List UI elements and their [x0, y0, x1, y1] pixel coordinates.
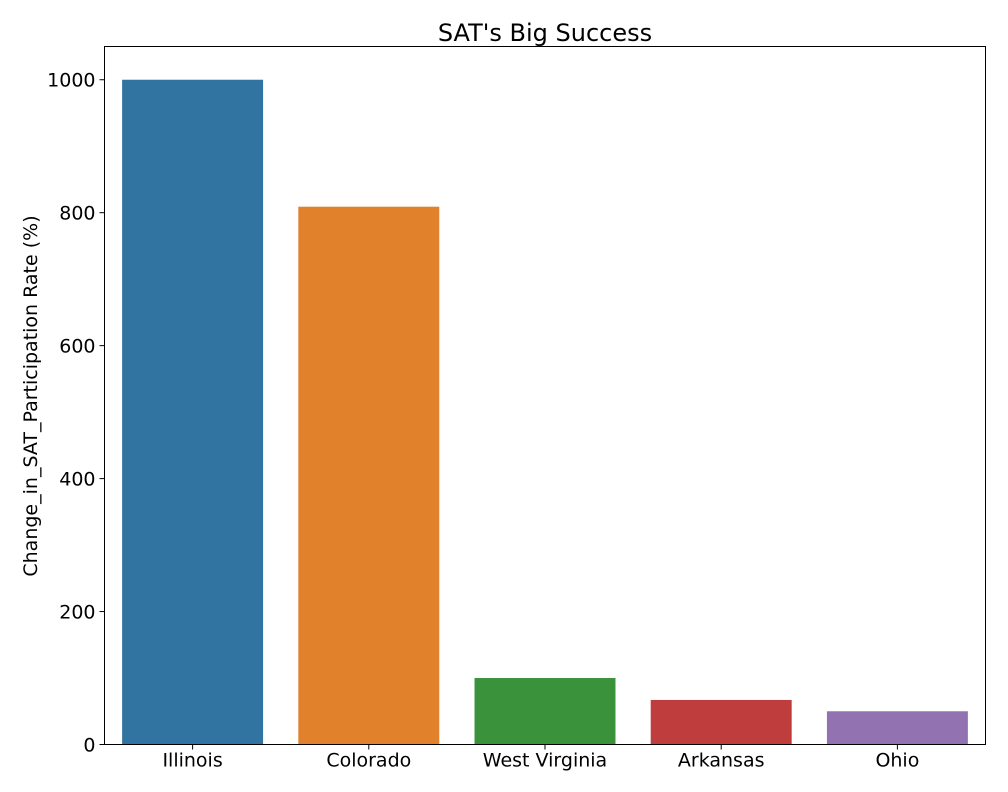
bar-colorado: [298, 206, 440, 745]
bar-ohio: [826, 711, 968, 745]
y-tick-label: 600: [59, 336, 95, 358]
y-axis-label: Change_in_SAT_Participation Rate (%): [20, 215, 42, 576]
y-tick-label: 0: [83, 735, 95, 757]
bars-group: [122, 79, 968, 745]
plot-frame: [104, 46, 986, 745]
y-tick-label: 400: [59, 469, 95, 491]
y-tick-label: 800: [59, 203, 95, 225]
x-tick-label: Illinois: [162, 750, 222, 772]
y-ticks-group: 0 200 400 600 800 1000: [47, 70, 105, 757]
y-tick-label: 1000: [47, 70, 95, 92]
bar-illinois: [122, 79, 264, 745]
bar-arkansas: [650, 699, 792, 745]
x-tick-label: Arkansas: [678, 750, 765, 772]
x-ticks-group: Illinois Colorado West Virginia Arkansas Ohi…: [162, 744, 919, 772]
bar-west-virginia: [474, 678, 616, 745]
x-tick-label: Colorado: [326, 750, 411, 772]
x-tick-label: Ohio: [875, 750, 919, 772]
y-tick-label: 200: [59, 602, 95, 624]
x-tick-label: West Virginia: [483, 750, 607, 772]
chart-title: SAT's Big Success: [438, 19, 652, 47]
